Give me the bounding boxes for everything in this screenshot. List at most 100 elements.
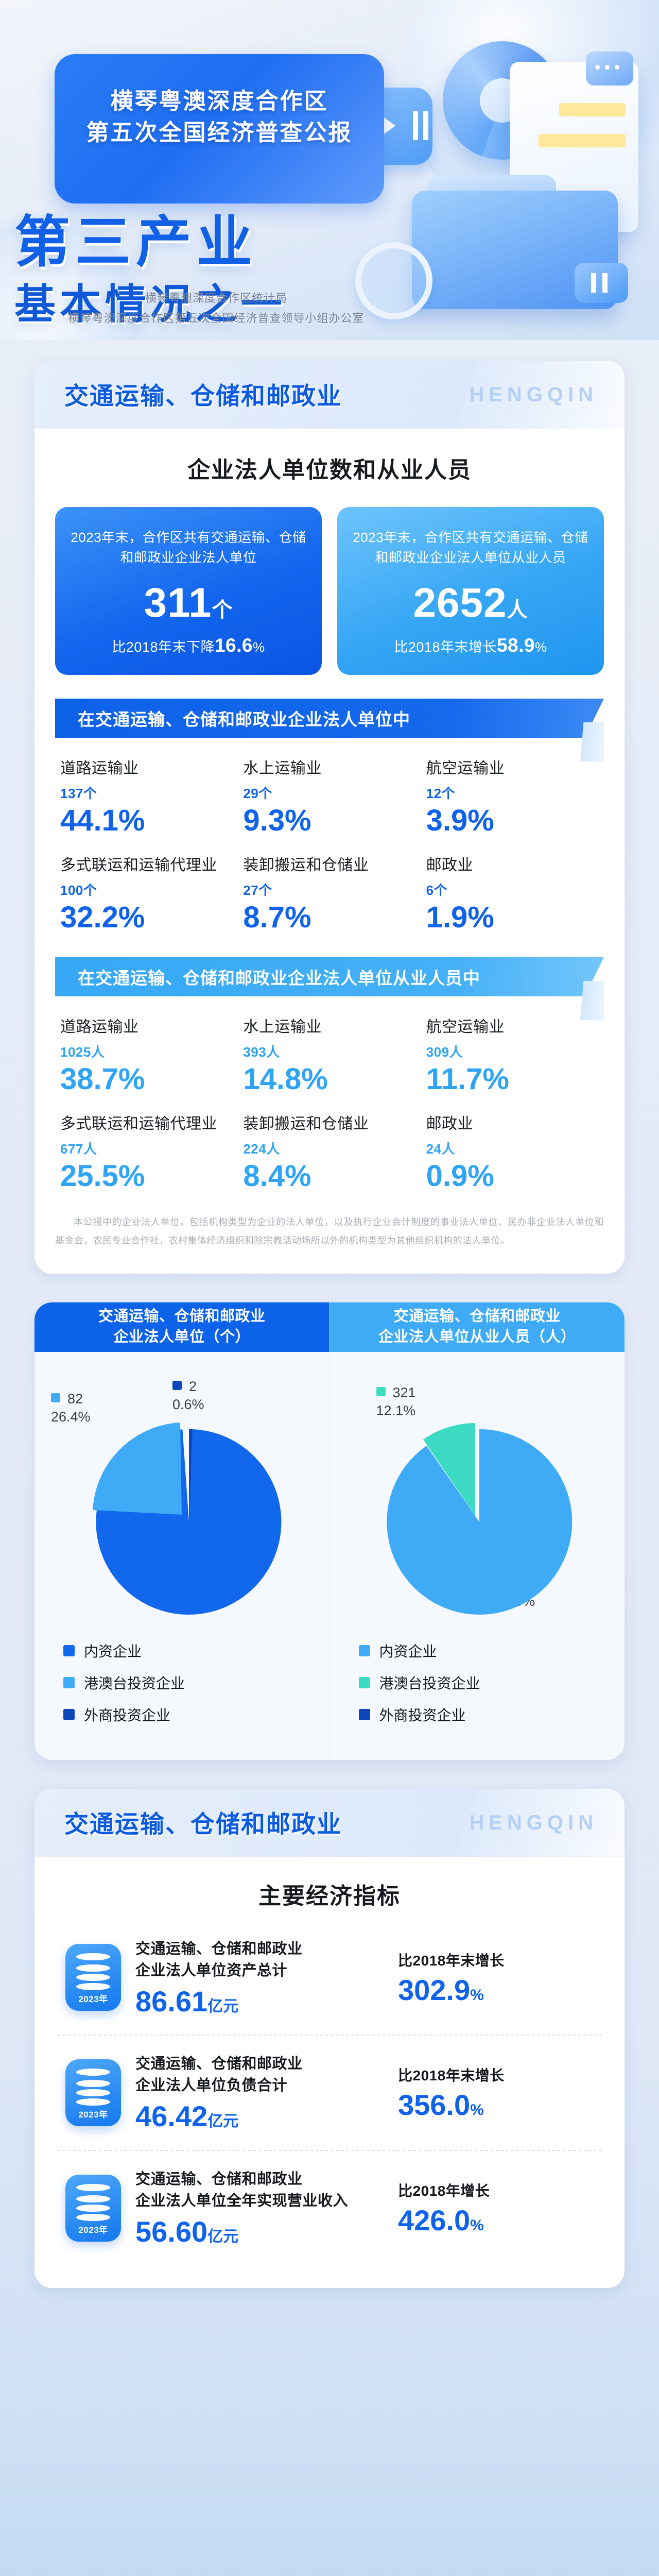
badge-line-2: 第五次全国经济普查公报 <box>86 120 353 145</box>
stat-compare-unit: % <box>252 639 265 655</box>
legend-item: 内资企业 <box>63 1640 330 1661</box>
pie-data-label-foreign: 2 0.6% <box>172 1378 204 1414</box>
legend-label: 外商投资企业 <box>84 1707 171 1723</box>
staff-row-1: 道路运输业 1025人 38.7% 水上运输业 393人 14.8% 航空运输业… <box>55 1014 604 1095</box>
indicator-row-liabilities: 2023年 交通运输、仓储和邮政业 企业法人单位负债合计 46.42亿元 比20… <box>57 2035 602 2150</box>
section-main-indicators: 交通运输、仓储和邮政业 HENGQIN 主要经济指标 2023年 交通运输、仓储… <box>34 1788 625 2288</box>
stat-compare-value: 16.6 <box>214 635 253 656</box>
panel-indicators: 交通运输、仓储和邮政业 HENGQIN 主要经济指标 2023年 交通运输、仓储… <box>34 1788 625 2288</box>
item-count: 24人 <box>426 1141 456 1157</box>
section-title: 交通运输、仓储和邮政业 <box>64 1810 342 1838</box>
stat-value: 311个 <box>68 582 308 623</box>
stat-comparison: 比2018年末下降16.6% <box>68 635 308 656</box>
stat-comparison: 比2018年末增长58.9% <box>351 635 591 656</box>
footer-skyline <box>0 2569 659 2576</box>
item-percent: 32.2% <box>60 900 145 934</box>
item-name: 航空运输业 <box>426 760 505 777</box>
units-row-2: 多式联运和运输代理业 100个 32.2% 装卸搬运和仓储业 27个 8.7% … <box>55 852 604 934</box>
pie-legend-units: 内资企业 港澳台投资企业 外商投资企业 <box>34 1640 330 1760</box>
label-value: 82 <box>67 1391 83 1406</box>
item-name: 邮政业 <box>426 1115 474 1132</box>
units-breakdown-block: 在交通运输、仓储和邮政业企业法人单位中 <box>55 699 604 761</box>
pie-data-label-hkmt: 82 26.4% <box>51 1390 91 1426</box>
item-percent: 11.7% <box>426 1062 509 1096</box>
item-percent: 8.4% <box>243 1159 311 1193</box>
legend-item: 内资企业 <box>358 1640 625 1661</box>
indicator-compare-label: 比2018年末增长 <box>398 1952 505 1969</box>
indicator-text: 交通运输、仓储和邮政业 企业法人单位全年实现营业收入 56.60亿元 <box>121 2168 393 2248</box>
pie-slice-hkmt <box>93 1422 182 1515</box>
item-percent: 25.5% <box>60 1159 145 1193</box>
item-count: 137个 <box>60 786 97 801</box>
item-percent: 3.9% <box>426 804 494 837</box>
item-count: 393人 <box>243 1044 280 1060</box>
indicator-number: 56.60 <box>135 2215 208 2248</box>
pie-body-units: 82 26.4% 2 0.6% 227 73.0% <box>34 1352 330 1640</box>
label-value: 2 <box>189 1378 197 1394</box>
stat-card-row: 2023年末，合作区共有交通运输、仓储和邮政业企业法人单位 311个 比2018… <box>55 507 604 675</box>
item-name: 装卸搬运和仓储业 <box>243 1115 369 1132</box>
pie-title-line-1: 交通运输、仓储和邮政业 <box>393 1308 561 1325</box>
legend-swatch-icon <box>358 1676 370 1688</box>
pie-title-line-2: 企业法人单位（个） <box>113 1328 250 1345</box>
pause-button-icon <box>575 263 628 303</box>
legend-item: 外商投资企业 <box>63 1704 330 1725</box>
swatch-icon <box>172 1380 182 1390</box>
indicator-row-assets: 2023年 交通运输、仓储和邮政业 企业法人单位资产总计 86.61亿元 比20… <box>57 1921 602 2035</box>
item-count: 27个 <box>243 882 272 898</box>
item-count: 6个 <box>426 882 448 898</box>
pie-data-label-hkmt: 321 12.1% <box>376 1384 416 1420</box>
item-count: 12个 <box>426 786 456 801</box>
hero-illustration <box>350 21 638 319</box>
pie-svg-units <box>93 1422 282 1615</box>
legend-label: 外商投资企业 <box>379 1707 466 1723</box>
section-transport-overview: 交通运输、仓储和邮政业 HENGQIN 企业法人单位数和从业人员 2023年末，… <box>34 361 625 1274</box>
panel-overview: 交通运输、仓储和邮政业 HENGQIN 企业法人单位数和从业人员 2023年末，… <box>34 361 625 1274</box>
item-count: 29个 <box>243 786 272 801</box>
staff-item: 航空运输业 309人 11.7% <box>421 1014 604 1095</box>
section-pie-charts: 交通运输、仓储和邮政业 企业法人单位（个） 82 26.4% 2 0.6% 22… <box>34 1302 625 1760</box>
indicator-compare-label: 比2018年末增长 <box>398 2067 505 2084</box>
swatch-icon <box>51 1393 60 1402</box>
item-percent: 44.1% <box>60 804 145 837</box>
pie-chart-employees: 交通运输、仓储和邮政业 企业法人单位从业人员（人） 321 12.1% 2331… <box>330 1302 625 1760</box>
indicator-name-line-2: 企业法人单位资产总计 <box>135 1962 288 1979</box>
panel-overview-body: 企业法人单位数和从业人员 2023年末，合作区共有交通运输、仓储和邮政业企业法人… <box>34 429 625 1274</box>
legend-label: 内资企业 <box>84 1643 142 1659</box>
units-item: 邮政业 6个 1.9% <box>421 852 604 934</box>
units-item: 装卸搬运和仓储业 27个 8.7% <box>238 852 421 934</box>
staff-item: 装卸搬运和仓储业 224人 8.4% <box>238 1111 421 1192</box>
pie-legend-employees: 内资企业 港澳台投资企业 外商投资企业 <box>330 1640 625 1760</box>
pie-title-line-1: 交通运输、仓储和邮政业 <box>98 1308 266 1325</box>
legend-item: 港澳台投资企业 <box>358 1672 625 1693</box>
item-name: 道路运输业 <box>60 760 139 777</box>
item-name: 多式联运和运输代理业 <box>60 856 217 874</box>
indicator-text: 交通运输、仓储和邮政业 企业法人单位资产总计 86.61亿元 <box>121 1938 393 2018</box>
item-name: 航空运输业 <box>426 1018 505 1036</box>
ribbon-tail <box>580 980 604 1020</box>
compare-number: 426.0 <box>398 2204 471 2236</box>
coins-stack-icon: 2023年 <box>65 1944 121 2011</box>
indicator-value: 46.42亿元 <box>135 2100 393 2132</box>
item-name: 多式联运和运输代理业 <box>60 1115 217 1132</box>
pie-title-line-2: 企业法人单位从业人员（人） <box>378 1328 576 1345</box>
legend-swatch-icon <box>63 1645 75 1656</box>
indicator-comparison: 比2018年末增长 356.0% <box>393 2064 599 2121</box>
units-item: 道路运输业 137个 44.1% <box>55 755 238 837</box>
indicator-comparison: 比2018年末增长 302.9% <box>393 1950 599 2006</box>
hero-banner: 横琴粤澳深度合作区 第五次全国经济普查公报 第三产业 基本情况之一 横琴粤澳深度… <box>0 0 659 340</box>
legend-item: 外商投资企业 <box>358 1704 625 1725</box>
item-count: 100个 <box>60 882 97 898</box>
units-row-1: 道路运输业 137个 44.1% 水上运输业 29个 9.3% 航空运输业 12… <box>55 755 604 837</box>
section-title: 交通运输、仓储和邮政业 <box>64 382 342 410</box>
legend-label: 港澳台投资企业 <box>84 1675 185 1691</box>
stat-card-employees: 2023年末，合作区共有交通运输、仓储和邮政业企业法人单位从业人员 2652人 … <box>337 507 604 675</box>
indicator-value: 56.60亿元 <box>135 2216 393 2248</box>
item-percent: 38.7% <box>60 1062 145 1096</box>
item-count: 1025人 <box>60 1044 105 1060</box>
indicator-name-line-1: 交通运输、仓储和邮政业 <box>135 1940 303 1957</box>
hengqin-watermark: HENGQIN <box>469 383 598 406</box>
indicator-year: 2023年 <box>78 2225 108 2235</box>
staff-item: 道路运输业 1025人 38.7% <box>55 1014 238 1095</box>
pie-title-units: 交通运输、仓储和邮政业 企业法人单位（个） <box>34 1302 330 1352</box>
